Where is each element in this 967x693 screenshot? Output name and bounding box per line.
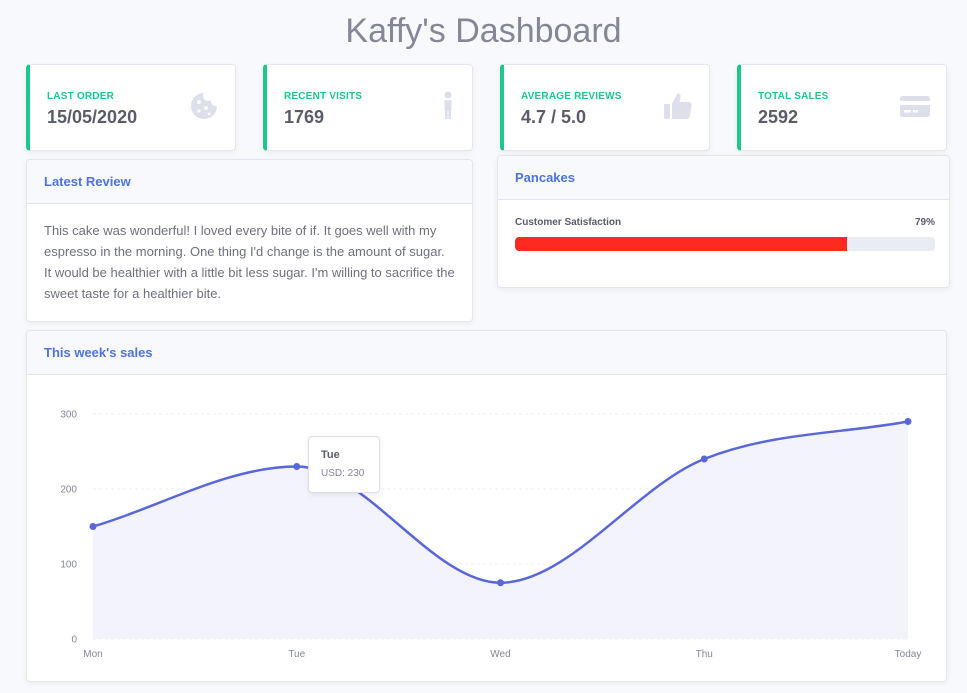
x-tick-label: Mon — [83, 649, 102, 660]
tooltip-title: Tue — [321, 449, 340, 461]
sales-chart-card: This week's sales 0 100 200 300 Mon Tue Wed Thu… — [26, 330, 947, 682]
stat-label: TOTAL SALES — [758, 91, 829, 102]
series-area — [93, 421, 908, 639]
sales-chart-header: This week's sales — [27, 331, 946, 375]
stat-card-last-order: LAST ORDER 15/05/2020 — [26, 64, 236, 151]
data-point[interactable] — [700, 455, 708, 463]
cookie-icon — [191, 93, 217, 119]
y-tick-label: 100 — [60, 560, 77, 571]
x-tick-label: Today — [895, 649, 922, 660]
x-tick-label: Tue — [288, 649, 305, 660]
data-point[interactable] — [293, 463, 301, 470]
page-title: Kaffy's Dashboard — [345, 12, 622, 50]
latest-review-header: Latest Review — [27, 160, 472, 204]
stat-label: AVERAGE REVIEWS — [521, 91, 622, 102]
stat-value: 1769 — [284, 107, 325, 127]
thumbs-up-icon — [664, 93, 692, 119]
chart-tooltip: Tue USD: 230 — [308, 436, 380, 493]
credit-card-icon — [900, 96, 930, 117]
product-card: Pancakes Customer Satisfaction 79% — [497, 155, 950, 288]
y-tick-label: 300 — [60, 410, 77, 421]
y-tick-label: 200 — [60, 485, 77, 496]
data-point[interactable] — [497, 579, 504, 587]
satisfaction-percent: 79% — [914, 217, 935, 228]
product-title: Pancakes — [498, 156, 949, 200]
satisfaction-progress-bar — [515, 237, 935, 251]
stat-value: 2592 — [758, 107, 799, 127]
stat-value: 4.7 / 5.0 — [521, 107, 587, 127]
satisfaction-progress-fill — [515, 237, 847, 251]
x-tick-label: Wed — [490, 649, 510, 660]
stat-label: RECENT VISITS — [284, 91, 363, 102]
stat-label: LAST ORDER — [47, 91, 114, 102]
stat-card-total-sales: TOTAL SALES 2592 — [737, 64, 947, 151]
stat-card-recent-visits: RECENT VISITS 1769 — [263, 64, 473, 151]
data-point[interactable] — [904, 418, 912, 425]
x-tick-label: Thu — [696, 649, 713, 660]
y-tick-label: 0 — [71, 635, 77, 646]
satisfaction-row: Customer Satisfaction 79% — [515, 217, 935, 228]
sales-chart: 0 100 200 300 Mon Tue Wed Thu Today — [60, 410, 922, 661]
review-text: This cake was wonderful! I loved every b… — [44, 223, 455, 301]
tooltip-value: USD: 230 — [321, 468, 365, 479]
latest-review-card: Latest Review This cake was wonderful! I… — [26, 159, 473, 322]
person-icon — [444, 91, 452, 119]
stat-value: 15/05/2020 — [47, 107, 138, 127]
data-point[interactable] — [89, 523, 97, 530]
stat-card-average-reviews: AVERAGE REVIEWS 4.7 / 5.0 — [500, 64, 710, 151]
satisfaction-label: Customer Satisfaction — [515, 217, 622, 228]
